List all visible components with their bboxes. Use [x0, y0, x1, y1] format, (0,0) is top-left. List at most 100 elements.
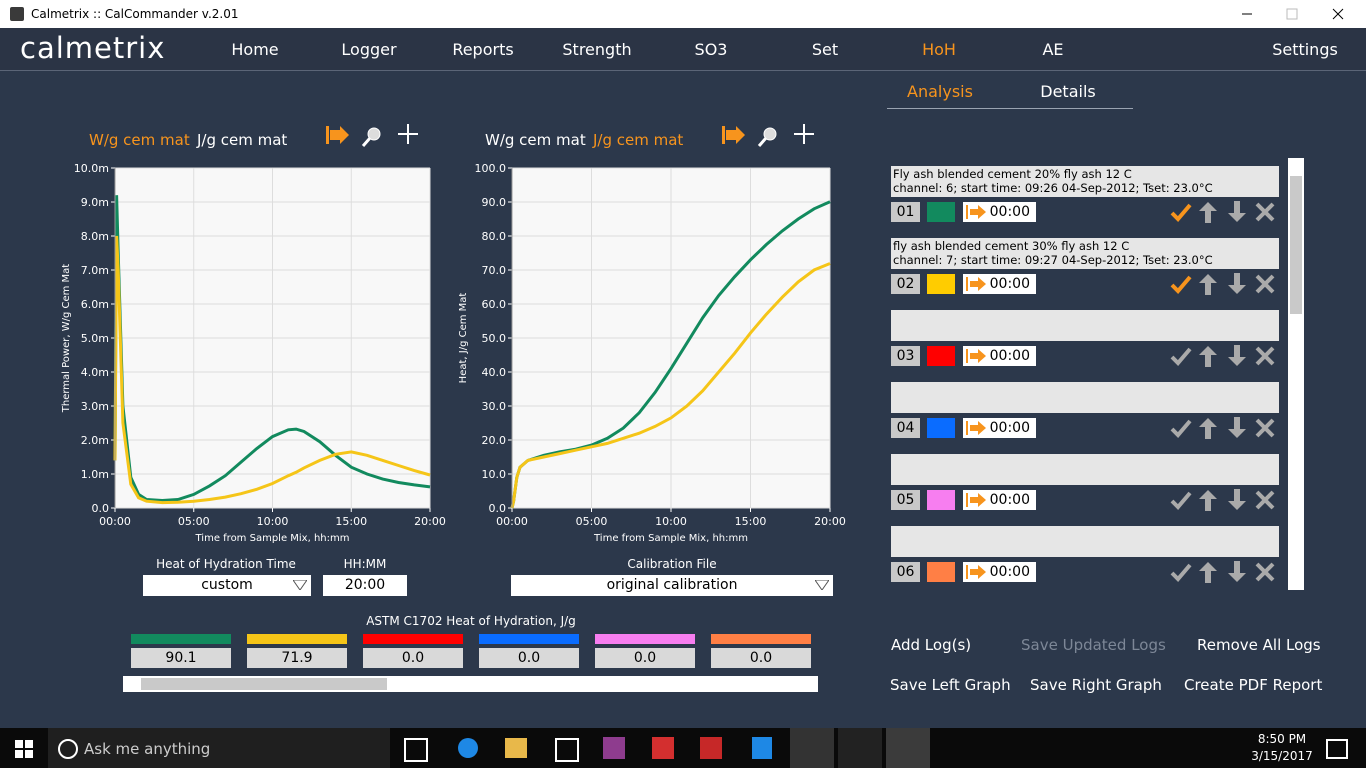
h-scrollbar[interactable] [123, 676, 818, 692]
log-actions[interactable] [1170, 416, 1280, 440]
calmetrix-task[interactable] [886, 728, 930, 768]
log-time: 00:00 [989, 204, 1030, 220]
log-color[interactable] [927, 418, 955, 438]
log-header[interactable] [891, 454, 1279, 485]
log-time: 00:00 [989, 564, 1030, 580]
unit-toggle[interactable]: J/g cem mat [197, 131, 288, 149]
result-color [711, 634, 811, 644]
scroll-thumb[interactable] [141, 678, 387, 690]
log-time-box[interactable]: 00:00 [963, 202, 1036, 222]
y-tick-label: 70.0 [482, 264, 507, 277]
nav-item[interactable]: Logger [341, 40, 397, 59]
nav-item[interactable]: Home [231, 40, 279, 59]
save-updated-button[interactable]: Save Updated Logs [1021, 636, 1166, 654]
y-tick-label: 0.0 [489, 502, 507, 515]
tab[interactable]: Analysis [907, 82, 973, 101]
result-color [479, 634, 579, 644]
hhmm-input[interactable]: 20:00 [323, 575, 407, 596]
hoh-time-dropdown[interactable]: custom [143, 575, 311, 596]
log-color[interactable] [927, 346, 955, 366]
log-color[interactable] [927, 274, 955, 294]
unit-toggle[interactable]: J/g cem mat [593, 131, 684, 149]
log-time-box[interactable]: 00:00 [963, 562, 1036, 582]
log-header[interactable] [891, 526, 1279, 557]
nav-item[interactable]: SO3 [694, 40, 728, 59]
start-button[interactable] [15, 740, 33, 758]
y-tick-label: 4.0m [81, 366, 109, 379]
edge-icon[interactable] [458, 738, 478, 758]
result-value: 0.0 [711, 648, 811, 668]
log-color[interactable] [927, 490, 955, 510]
y-tick-label: 90.0 [482, 196, 507, 209]
arrow-icon [966, 493, 986, 507]
window-controls[interactable] [1230, 0, 1360, 28]
clock-date: 3/15/2017 [1251, 749, 1313, 763]
v-scrollbar[interactable] [1288, 158, 1304, 590]
chart-tools[interactable] [722, 124, 814, 147]
nav-item[interactable]: Set [811, 40, 839, 59]
result-color [247, 634, 347, 644]
log-time: 00:00 [989, 420, 1030, 436]
save-left-button[interactable]: Save Left Graph [890, 676, 1011, 694]
remove-all-button[interactable]: Remove All Logs [1197, 636, 1321, 654]
nav-item[interactable]: Settings [1272, 40, 1338, 59]
arrow-icon [966, 205, 986, 219]
add-logs-button[interactable]: Add Log(s) [891, 636, 972, 654]
log-actions[interactable] [1170, 200, 1280, 224]
x-tick-label: 10:00 [257, 515, 289, 528]
result-value: 0.0 [363, 648, 463, 668]
unit-toggle[interactable]: W/g cem mat [485, 131, 586, 149]
right-chart: 0.0 10.0 20.0 30.0 40.0 50.0 60.0 70.0 80.0 90.0 1… [458, 124, 846, 544]
log-time-box[interactable]: 00:00 [963, 418, 1036, 438]
save-right-button[interactable]: Save Right Graph [1030, 676, 1162, 694]
calmetrix-task[interactable] [838, 728, 882, 768]
nav-item[interactable]: Strength [562, 40, 632, 59]
log-actions[interactable] [1170, 272, 1280, 296]
notifications[interactable] [1326, 739, 1348, 759]
y-tick-label: 10.0m [74, 162, 109, 175]
chart-tools[interactable] [326, 124, 418, 147]
result-color [131, 634, 231, 644]
dropbox-icon[interactable] [752, 737, 772, 759]
app-icon[interactable] [652, 737, 674, 759]
log-header[interactable] [891, 382, 1279, 413]
y-tick-label: 8.0m [81, 230, 109, 243]
y-tick-label: 30.0 [482, 400, 507, 413]
app-icon[interactable] [700, 737, 722, 759]
title-bar: Calmetrix :: CalCommander v.2.01 [0, 0, 1366, 28]
x-axis-label: Time from Sample Mix, hh:mm [195, 533, 350, 544]
log-actions[interactable] [1170, 560, 1280, 584]
app-icon[interactable] [603, 737, 625, 759]
log-header[interactable] [891, 310, 1279, 341]
result-value: 71.9 [247, 648, 347, 668]
log-color[interactable] [927, 562, 955, 582]
log-time-box[interactable]: 00:00 [963, 274, 1036, 294]
explorer-icon[interactable] [505, 738, 527, 758]
log-color[interactable] [927, 202, 955, 222]
tab[interactable]: Details [1040, 82, 1096, 101]
pdf-button[interactable]: Create PDF Report [1184, 676, 1323, 694]
x-tick-label: 00:00 [99, 515, 131, 528]
log-actions[interactable] [1170, 344, 1280, 368]
log-actions[interactable] [1170, 488, 1280, 512]
scroll-thumb[interactable] [1290, 176, 1302, 314]
x-tick-label: 15:00 [335, 515, 367, 528]
task-view[interactable] [404, 738, 428, 762]
nav-item[interactable]: AE [1042, 40, 1064, 59]
log-time-box[interactable]: 00:00 [963, 490, 1036, 510]
log-time-box[interactable]: 00:00 [963, 346, 1036, 366]
nav-item[interactable]: Reports [452, 40, 514, 59]
y-tick-label: 9.0m [81, 196, 109, 209]
unit-toggle[interactable]: W/g cem mat [89, 131, 190, 149]
x-tick-label: 05:00 [178, 515, 210, 528]
y-tick-label: 5.0m [81, 332, 109, 345]
result-value: 0.0 [595, 648, 695, 668]
search-box[interactable]: Ask me anything [48, 728, 390, 768]
nav-item[interactable]: HoH [922, 40, 956, 59]
hoh-time-label: Heat of Hydration Time [156, 557, 296, 571]
calibration-dropdown[interactable]: original calibration [511, 575, 833, 596]
calmetrix-task[interactable] [790, 728, 834, 768]
store-icon[interactable] [555, 738, 579, 762]
